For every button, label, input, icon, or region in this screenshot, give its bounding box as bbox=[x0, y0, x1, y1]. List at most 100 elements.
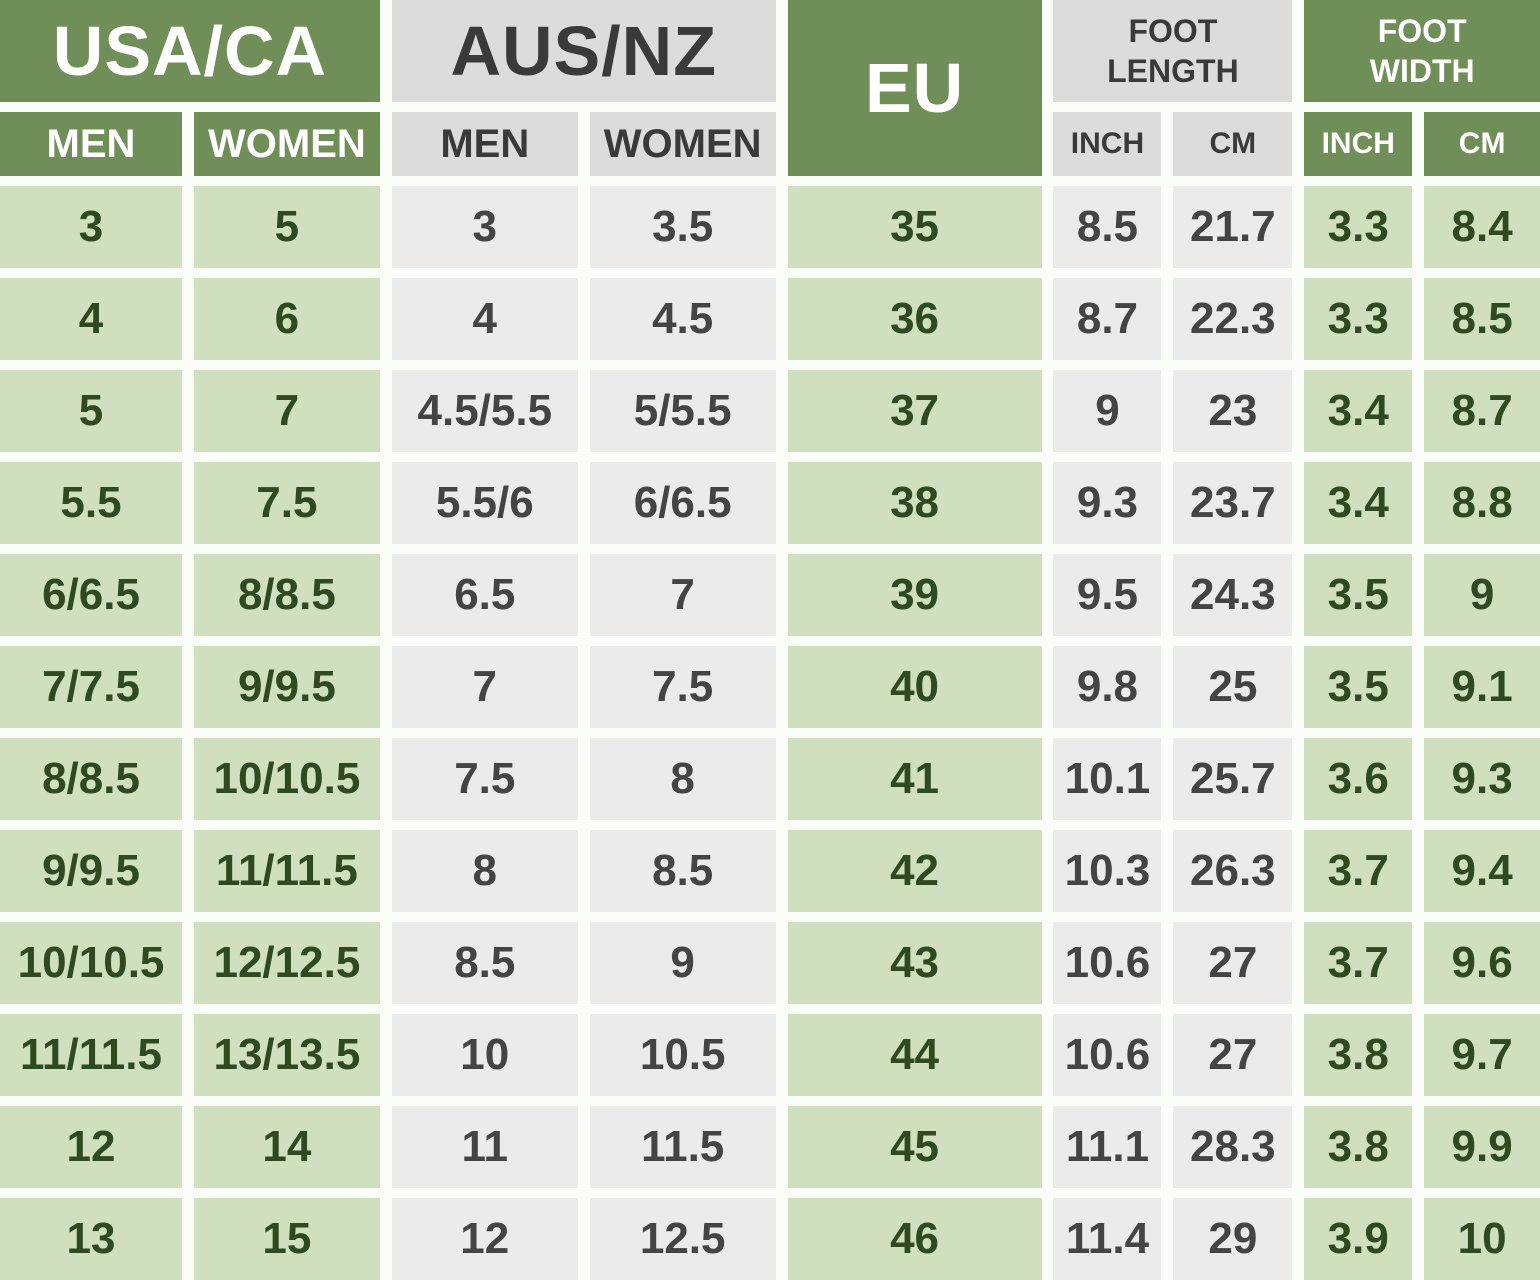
cell-usa-men: 11/11.5 bbox=[0, 1014, 182, 1096]
cell-usa-women: 6 bbox=[193, 278, 380, 360]
cell-width-inch: 3.5 bbox=[1304, 646, 1413, 728]
cell-width-inch: 3.8 bbox=[1304, 1106, 1413, 1188]
cell-aus-women: 8 bbox=[589, 738, 776, 820]
cell-aus-women: 10.5 bbox=[589, 1014, 776, 1096]
cell-length-inch: 9.8 bbox=[1053, 646, 1162, 728]
cell-length-inch: 9 bbox=[1053, 370, 1162, 452]
subheader-usa-men: MEN bbox=[0, 112, 182, 176]
cell-usa-women: 8/8.5 bbox=[193, 554, 380, 636]
cell-width-inch: 3.3 bbox=[1304, 278, 1413, 360]
cell-length-cm: 27 bbox=[1173, 1014, 1293, 1096]
cell-aus-women: 3.5 bbox=[589, 186, 776, 268]
header-eu: EU bbox=[787, 0, 1042, 176]
cell-width-cm: 9 bbox=[1424, 554, 1540, 636]
cell-usa-women: 7.5 bbox=[193, 462, 380, 544]
cell-usa-men: 8/8.5 bbox=[0, 738, 182, 820]
cell-length-cm: 21.7 bbox=[1173, 186, 1293, 268]
cell-eu: 45 bbox=[787, 1106, 1042, 1188]
cell-length-inch: 9.3 bbox=[1053, 462, 1162, 544]
cell-eu: 38 bbox=[787, 462, 1042, 544]
cell-usa-women: 9/9.5 bbox=[193, 646, 380, 728]
cell-width-inch: 3.6 bbox=[1304, 738, 1413, 820]
cell-length-cm: 23 bbox=[1173, 370, 1293, 452]
cell-eu: 42 bbox=[787, 830, 1042, 912]
subheader-width-cm: CM bbox=[1424, 112, 1540, 176]
cell-usa-men: 7/7.5 bbox=[0, 646, 182, 728]
cell-width-cm: 9.3 bbox=[1424, 738, 1540, 820]
cell-length-cm: 22.3 bbox=[1173, 278, 1293, 360]
cell-width-cm: 9.4 bbox=[1424, 830, 1540, 912]
cell-length-cm: 25 bbox=[1173, 646, 1293, 728]
header-aus-nz: AUS/NZ bbox=[391, 0, 776, 102]
cell-aus-men: 11 bbox=[391, 1106, 578, 1188]
cell-aus-men: 5.5/6 bbox=[391, 462, 578, 544]
header-foot-width: FOOT WIDTH bbox=[1304, 0, 1540, 102]
cell-usa-women: 5 bbox=[193, 186, 380, 268]
cell-length-cm: 29 bbox=[1173, 1198, 1293, 1280]
cell-length-cm: 25.7 bbox=[1173, 738, 1293, 820]
cell-usa-men: 13 bbox=[0, 1198, 182, 1280]
cell-aus-men: 7 bbox=[391, 646, 578, 728]
cell-length-inch: 10.6 bbox=[1053, 922, 1162, 1004]
cell-eu: 41 bbox=[787, 738, 1042, 820]
cell-width-inch: 3.4 bbox=[1304, 462, 1413, 544]
cell-usa-women: 13/13.5 bbox=[193, 1014, 380, 1096]
header-foot-length: FOOT LENGTH bbox=[1053, 0, 1293, 102]
cell-usa-men: 12 bbox=[0, 1106, 182, 1188]
cell-length-inch: 11.1 bbox=[1053, 1106, 1162, 1188]
cell-width-cm: 9.7 bbox=[1424, 1014, 1540, 1096]
cell-usa-women: 10/10.5 bbox=[193, 738, 380, 820]
cell-eu: 36 bbox=[787, 278, 1042, 360]
cell-usa-women: 12/12.5 bbox=[193, 922, 380, 1004]
cell-width-inch: 3.9 bbox=[1304, 1198, 1413, 1280]
cell-aus-women: 11.5 bbox=[589, 1106, 776, 1188]
cell-usa-women: 11/11.5 bbox=[193, 830, 380, 912]
cell-usa-men: 10/10.5 bbox=[0, 922, 182, 1004]
cell-width-cm: 8.5 bbox=[1424, 278, 1540, 360]
cell-length-cm: 28.3 bbox=[1173, 1106, 1293, 1188]
cell-width-cm: 9.6 bbox=[1424, 922, 1540, 1004]
subheader-aus-men: MEN bbox=[391, 112, 578, 176]
cell-usa-men: 9/9.5 bbox=[0, 830, 182, 912]
cell-eu: 43 bbox=[787, 922, 1042, 1004]
cell-eu: 46 bbox=[787, 1198, 1042, 1280]
cell-width-inch: 3.8 bbox=[1304, 1014, 1413, 1096]
cell-usa-women: 14 bbox=[193, 1106, 380, 1188]
cell-eu: 40 bbox=[787, 646, 1042, 728]
subheader-usa-women: WOMEN bbox=[193, 112, 380, 176]
cell-usa-men: 6/6.5 bbox=[0, 554, 182, 636]
cell-aus-men: 7.5 bbox=[391, 738, 578, 820]
cell-aus-women: 4.5 bbox=[589, 278, 776, 360]
cell-aus-women: 6/6.5 bbox=[589, 462, 776, 544]
subheader-length-inch: INCH bbox=[1053, 112, 1162, 176]
cell-width-inch: 3.7 bbox=[1304, 830, 1413, 912]
cell-usa-men: 4 bbox=[0, 278, 182, 360]
cell-length-cm: 24.3 bbox=[1173, 554, 1293, 636]
cell-width-cm: 8.4 bbox=[1424, 186, 1540, 268]
cell-eu: 37 bbox=[787, 370, 1042, 452]
cell-usa-women: 7 bbox=[193, 370, 380, 452]
cell-width-cm: 9.9 bbox=[1424, 1106, 1540, 1188]
cell-aus-men: 6.5 bbox=[391, 554, 578, 636]
cell-width-inch: 3.5 bbox=[1304, 554, 1413, 636]
cell-usa-men: 3 bbox=[0, 186, 182, 268]
cell-length-inch: 10.1 bbox=[1053, 738, 1162, 820]
cell-length-cm: 23.7 bbox=[1173, 462, 1293, 544]
cell-length-inch: 8.7 bbox=[1053, 278, 1162, 360]
cell-usa-men: 5 bbox=[0, 370, 182, 452]
cell-aus-women: 7 bbox=[589, 554, 776, 636]
cell-aus-men: 4.5/5.5 bbox=[391, 370, 578, 452]
cell-width-cm: 9.1 bbox=[1424, 646, 1540, 728]
cell-width-cm: 8.8 bbox=[1424, 462, 1540, 544]
cell-aus-men: 4 bbox=[391, 278, 578, 360]
cell-usa-women: 15 bbox=[193, 1198, 380, 1280]
cell-aus-women: 9 bbox=[589, 922, 776, 1004]
cell-width-inch: 3.7 bbox=[1304, 922, 1413, 1004]
cell-length-inch: 8.5 bbox=[1053, 186, 1162, 268]
cell-aus-women: 12.5 bbox=[589, 1198, 776, 1280]
cell-aus-women: 5/5.5 bbox=[589, 370, 776, 452]
cell-length-cm: 26.3 bbox=[1173, 830, 1293, 912]
subheader-width-inch: INCH bbox=[1304, 112, 1413, 176]
cell-aus-women: 8.5 bbox=[589, 830, 776, 912]
